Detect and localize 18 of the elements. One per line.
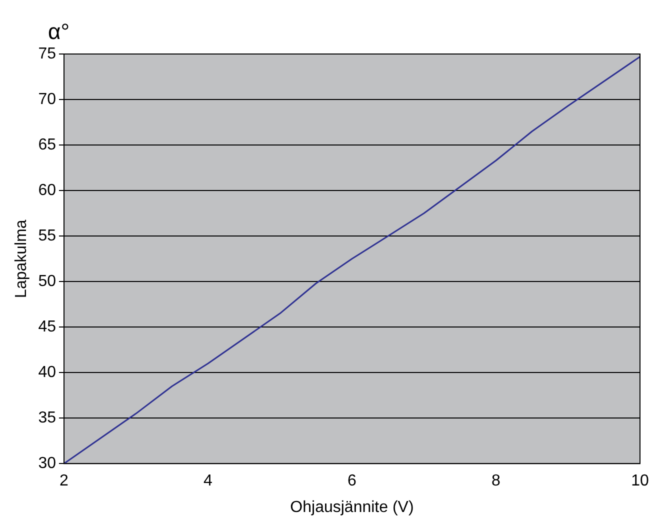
x-tick-label: 10 — [631, 472, 649, 490]
x-tick-label: 4 — [204, 472, 213, 490]
x-tick-label: 2 — [60, 472, 69, 490]
y-tick-label: 50 — [38, 272, 56, 290]
y-axis-title: Lapakulma — [13, 220, 30, 298]
y-tick-label: 40 — [38, 364, 56, 381]
y-tick-label: 55 — [38, 227, 56, 244]
y-tick-label: 65 — [38, 136, 56, 154]
x-axis-title: Ohjausjännite (V) — [290, 498, 414, 516]
text: α° — [48, 19, 70, 44]
y-tick-label: 35 — [38, 409, 56, 426]
y-tick-label: 45 — [38, 318, 56, 336]
y-tick-label: 30 — [38, 455, 56, 472]
x-tick-label: 8 — [492, 472, 501, 490]
x-tick-label: 6 — [348, 472, 357, 490]
y-tick-label: 60 — [38, 182, 56, 199]
y-tick-label: 70 — [38, 90, 56, 108]
y-tick-label: 75 — [38, 45, 56, 62]
